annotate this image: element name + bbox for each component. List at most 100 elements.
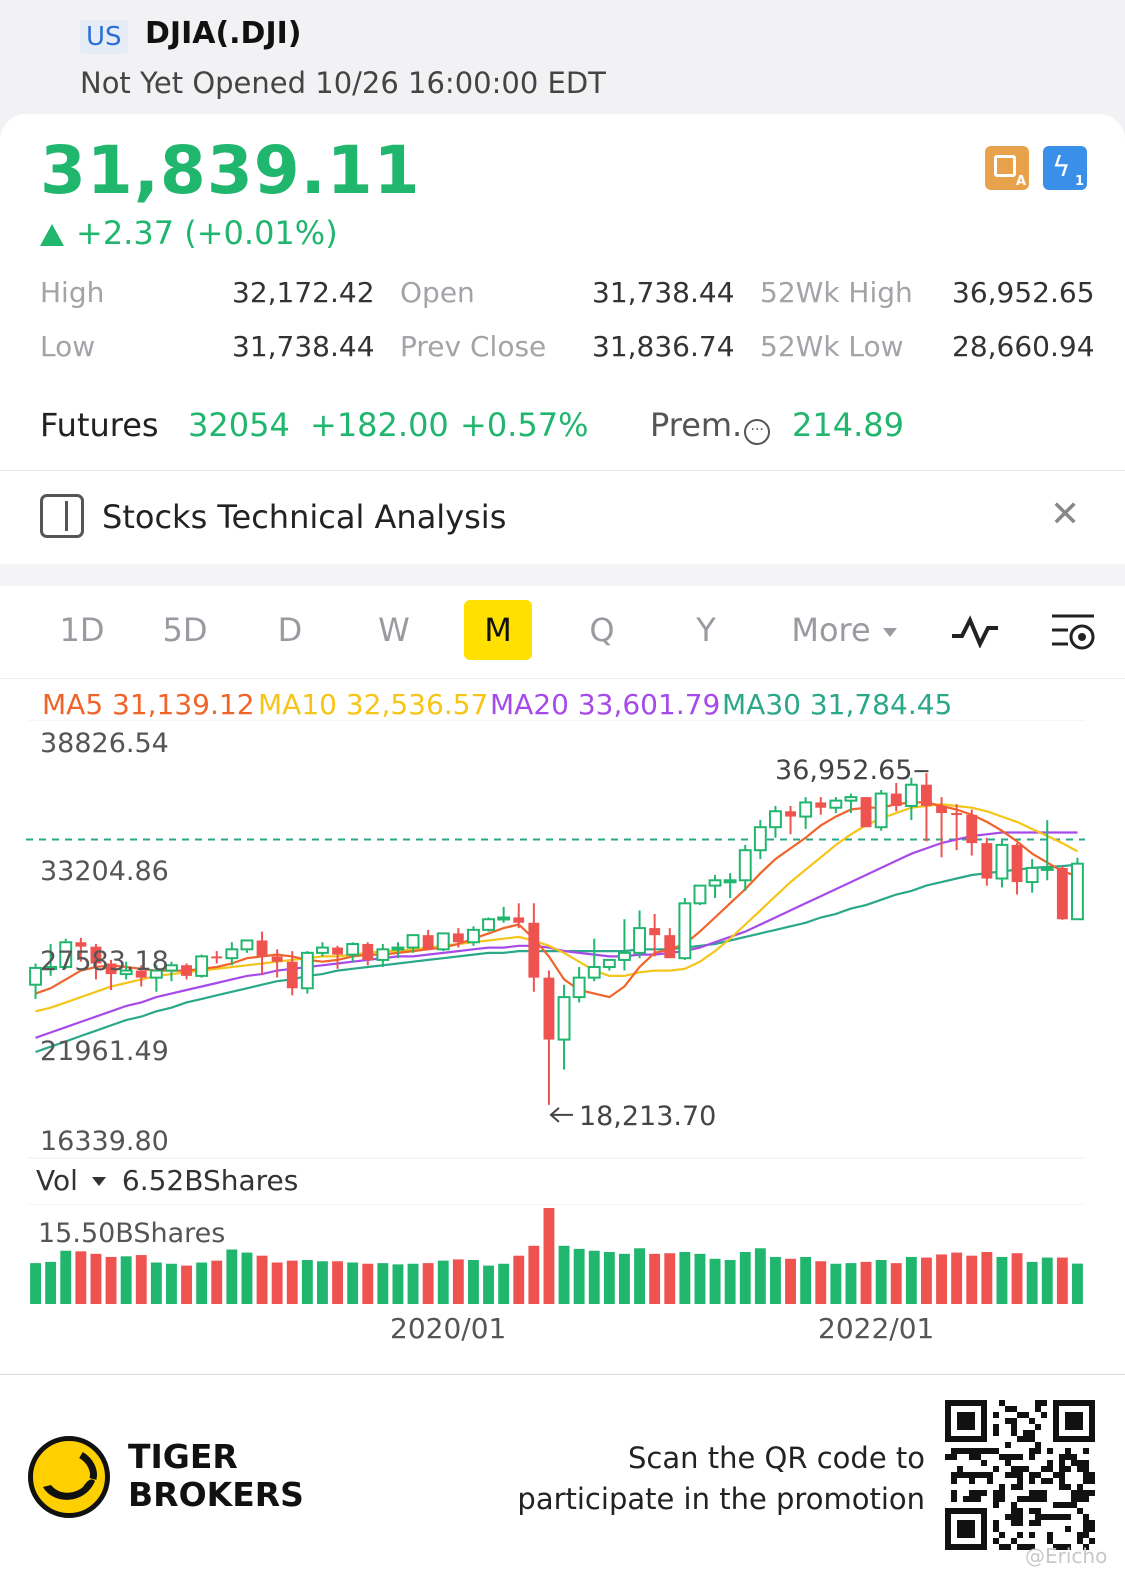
candle-body <box>874 792 888 829</box>
volume-bar <box>603 1251 615 1304</box>
price-change: +2.37 (+0.01%) <box>40 214 338 252</box>
candle-body <box>1071 862 1084 921</box>
candle-body <box>406 934 420 949</box>
watermark: @Ericho <box>1025 1544 1108 1568</box>
candle-body <box>436 932 450 951</box>
volume-bar <box>921 1257 932 1304</box>
candle <box>1056 866 1068 920</box>
candle-body <box>951 813 963 816</box>
volume-bar <box>649 1253 661 1304</box>
candle <box>346 942 360 962</box>
candle <box>452 928 464 948</box>
candle <box>29 963 42 999</box>
premium-label[interactable]: Prem. ··· <box>650 406 771 445</box>
tab-5d[interactable]: 5D <box>162 611 208 649</box>
tab-d[interactable]: D <box>277 611 303 649</box>
tab-1d[interactable]: 1D <box>59 611 105 649</box>
section-gap <box>0 564 1125 586</box>
volume-bar <box>483 1265 494 1304</box>
candle-body <box>362 944 374 960</box>
tab-more[interactable]: More <box>784 600 904 660</box>
tab-w[interactable]: W <box>378 611 410 649</box>
qr-code[interactable] <box>943 1398 1097 1552</box>
dropdown-icon <box>882 628 897 637</box>
candle-body <box>587 966 601 979</box>
candle-body <box>467 928 480 944</box>
candle-body <box>105 963 117 975</box>
candle <box>376 944 390 968</box>
volume-header[interactable]: Vol 6.52BShares <box>36 1164 299 1197</box>
volume-bar <box>332 1261 343 1304</box>
candle <box>482 917 495 932</box>
technical-analysis-banner[interactable]: Stocks Technical Analysis ✕ <box>0 472 1125 564</box>
candle <box>678 897 692 960</box>
candle <box>119 961 133 980</box>
volume-bar <box>528 1245 540 1304</box>
close-icon[interactable]: ✕ <box>1050 494 1081 535</box>
candle-body <box>1011 844 1023 883</box>
candle <box>618 919 631 971</box>
candle <box>587 938 601 982</box>
volume-bar <box>1041 1257 1053 1304</box>
candle-body <box>149 969 163 979</box>
ma10-legend: MA10 32,536.57 <box>258 688 489 721</box>
futures-price: 32054 <box>188 406 290 444</box>
candle <box>649 913 661 957</box>
candle <box>633 910 646 959</box>
candle <box>211 951 223 964</box>
candle <box>44 944 58 976</box>
banner-title: Stocks Technical Analysis <box>102 498 507 536</box>
candle <box>300 951 314 994</box>
volume-bar <box>301 1260 313 1304</box>
candle <box>105 959 117 991</box>
candlestick-chart[interactable]: 36,952.65 18,213.70 <box>0 720 1125 1160</box>
indicator-icon[interactable] <box>950 614 1000 648</box>
candle <box>513 903 525 929</box>
volume-chart[interactable] <box>0 1204 1125 1308</box>
candle <box>90 944 102 980</box>
volume-bar <box>830 1263 842 1304</box>
volume-bar <box>135 1255 147 1304</box>
candle <box>256 931 268 975</box>
candle-body <box>995 843 1009 880</box>
candle <box>1011 843 1023 895</box>
stat-prev-close-label: Prev Close <box>400 330 547 363</box>
brand-name: TIGER BROKERS <box>128 1437 304 1514</box>
volume-bar <box>75 1251 87 1304</box>
volume-bar <box>226 1249 238 1304</box>
tab-q[interactable]: Q <box>589 611 615 649</box>
volume-bar <box>120 1256 132 1304</box>
stat-high-value: 32,172.42 <box>232 276 375 309</box>
candle <box>664 928 676 959</box>
layers-icon[interactable]: A <box>985 146 1029 190</box>
candle-body <box>966 814 978 844</box>
stat-low-value: 31,738.44 <box>232 330 375 363</box>
candle <box>1040 820 1054 881</box>
volume-bar <box>936 1254 947 1304</box>
price-change-value: +2.37 (+0.01%) <box>76 214 338 252</box>
volume-bar <box>860 1261 872 1304</box>
candle <box>769 805 782 838</box>
volume-bar <box>709 1258 721 1304</box>
candle <box>966 809 978 856</box>
volume-bar <box>196 1262 208 1304</box>
futures-change: +182.00 <box>310 406 449 444</box>
chart-settings-icon[interactable] <box>1050 610 1098 654</box>
high-annotation: 36,952.65 <box>775 755 912 786</box>
candle <box>406 934 420 953</box>
candle <box>181 963 192 980</box>
y-axis-label-2: 33204.86 <box>40 856 169 887</box>
volume-bar <box>181 1265 192 1304</box>
tab-m[interactable]: M <box>464 600 532 660</box>
volume-bar <box>392 1264 404 1304</box>
candle-body <box>708 879 722 887</box>
candle-body <box>497 916 511 921</box>
volume-bar <box>619 1253 630 1304</box>
candle <box>815 797 827 815</box>
volume-bar <box>30 1263 41 1304</box>
y-axis-label-4: 21961.49 <box>40 1036 169 1067</box>
tab-y[interactable]: Y <box>696 611 716 649</box>
candle-body <box>528 922 540 978</box>
candle <box>165 961 178 982</box>
